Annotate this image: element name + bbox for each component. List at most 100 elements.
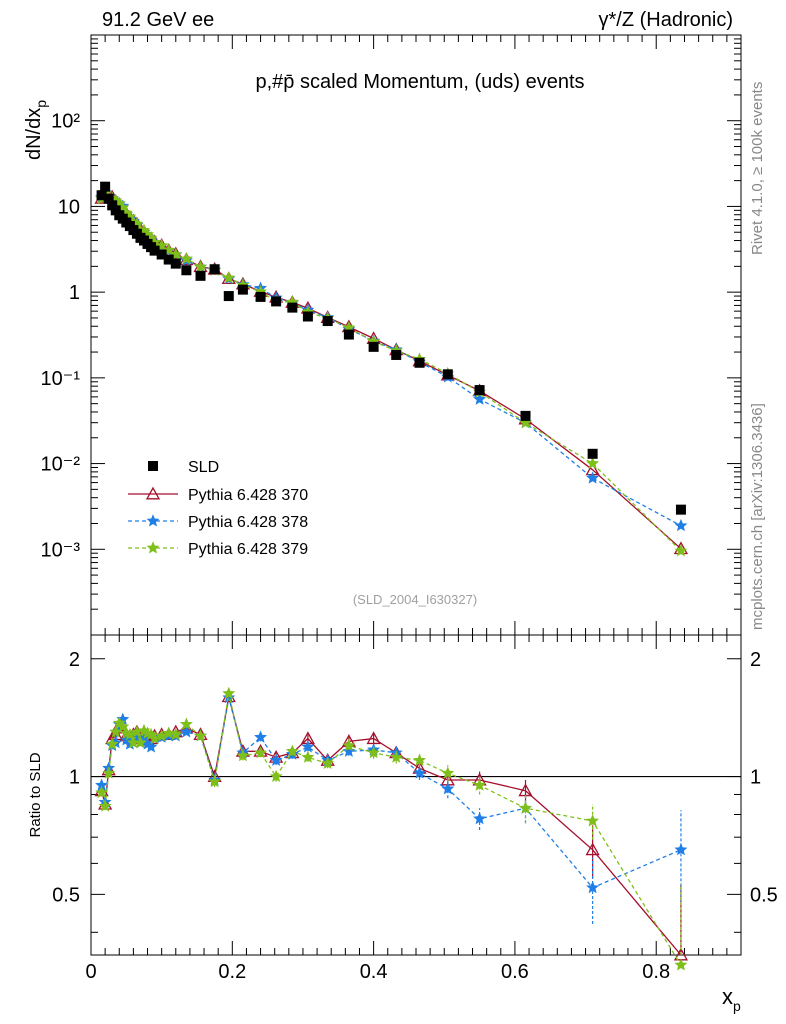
pythia-379-ratio-point [134,735,147,749]
sld-data-point [587,448,598,459]
y-tick-label: 10 [58,196,80,218]
sld-data-point [149,245,160,256]
pythia-379-ratio-point [254,746,268,759]
sld-data-point [675,504,686,515]
sld-data-point [170,258,181,269]
pythia-379-point [586,456,600,470]
pythia-379-ratio-point [473,778,487,791]
pythia-378-ratio-point [254,730,268,743]
sld-data-point [181,265,192,276]
pythia-379-ratio-point [222,686,236,700]
sld-data-point [287,302,298,313]
legend-sld-marker [148,461,158,471]
pythia-379-ratio-point [285,744,299,757]
sld-data-point [442,369,453,380]
x-axis-label: xp [722,984,741,1014]
sld-data-point [474,385,485,396]
legend-pythia-378-marker [146,514,160,527]
sld-data-point [391,349,402,360]
sld-data-point [223,291,234,302]
pythia-379-point [179,252,193,265]
mcplots-label: mcplots.cern.ch [arXiv:1306.3436] [749,403,766,630]
legend: SLD Pythia 6.428 370 Pythia 6.428 378 Pythi… [128,459,308,558]
sld-data-point [520,410,531,421]
pythia-379-ratio-point [321,756,335,769]
sld-data-point [156,249,167,260]
pythia-379-ratio-point [179,717,193,730]
pythia-379-ratio-point [169,727,183,741]
legend-pythia-370-marker [145,486,161,500]
pythia-379-ratio-point [105,737,119,750]
pythia-378-ratio-point [441,782,455,795]
ratio-tick-label-right: 2 [750,649,761,671]
sld-data-point [107,200,118,211]
sld-data-point [343,329,354,340]
sld-data-point [237,284,248,295]
header-left: 91.2 GeV ee [102,9,214,31]
pythia-378-ratio-point [473,812,487,825]
pythia-379-ratio-point [269,769,283,783]
ratio-tick-label-right: 1 [750,767,761,789]
sld-data-point [368,341,379,352]
y-axis-label-main: dN/dx [23,108,45,160]
y-tick-label: 1 [69,282,80,304]
y-tick-label: 10⁻¹ [41,368,81,390]
pythia-378-ratio-point [413,766,426,779]
plot-title: p,#p̄ scaled Momentum, (uds) events [255,71,584,93]
pythia-379-ratio-point [102,766,116,779]
legend-label: Pythia 6.428 370 [188,487,308,504]
pythia-378-ratio-point [301,740,315,753]
pythia-378-ratio-point [674,842,688,856]
sld-data-point [302,311,313,322]
pythia-379-ratio-point [342,738,356,752]
pythia-378-point [586,471,600,484]
sld-data-point [96,190,107,201]
x-tick-label: 0 [85,961,96,983]
x-axis-label-main: x [722,984,733,1009]
legend-label: Pythia 6.428 378 [188,514,308,531]
y-tick-label: 10⁻³ [41,539,81,561]
legend-pythia-379-marker [146,541,160,554]
x-tick-label: 0.8 [642,961,670,983]
ratio-tick-label: 0.5 [52,884,80,906]
sld-data-point [163,254,174,265]
pythia-379-ratio-point [95,785,109,799]
pythia-378-ratio-point [222,690,236,704]
pythia-379-ratio-point [98,799,112,812]
legend-label: SLD [188,459,219,476]
pythia-379-ratio-point [519,801,532,814]
ratio-tick-label-right: 0.5 [750,884,778,906]
pythia-379-point [222,271,236,284]
pythia-378-ratio-point [144,740,158,753]
sld-data-point [103,193,114,204]
rivet-version-label: Rivet 4.1.0, ≥ 100k events [749,82,766,255]
series-layer [91,181,741,971]
x-axis-label-sub: p [733,998,741,1014]
pythia-379-ratio-point [162,726,176,739]
sld-data-point [195,270,206,281]
y-tick-label: 10² [51,111,80,133]
ratio-plot-frame [90,634,742,956]
pythia-378-ratio-point [586,880,600,894]
axes-ticks: 0 0.2 0.4 0.6 0.8 10⁻³ 10⁻² 10⁻¹ 1 10 10² 0.5 0.5 1 1 2… [41,35,778,983]
pythia-379-ratio-point [194,729,207,742]
pythia-379-ratio-point [674,958,688,971]
y-tick-label: 10⁻² [41,454,81,476]
pythia-379-point [674,544,688,557]
y-axis-label: dN/dxp [23,100,49,160]
pythia-378-ratio-point [342,744,356,757]
pythia-378-ratio-point [179,725,193,738]
pythia-378-point [473,392,487,405]
ratio-tick-label: 2 [69,649,80,671]
sld-data-point [271,296,282,307]
pythia-379-ratio-point [208,774,222,788]
x-tick-label: 0.6 [501,961,529,983]
legend-label: Pythia 6.428 379 [188,541,308,558]
pythia-379-point [194,260,207,273]
ratio-tick-label: 1 [69,767,80,789]
sld-data-point [322,316,333,327]
sld-data-point [209,264,220,275]
sld-data-point [100,181,111,192]
analysis-id: (SLD_2004_I630327) [353,592,477,607]
